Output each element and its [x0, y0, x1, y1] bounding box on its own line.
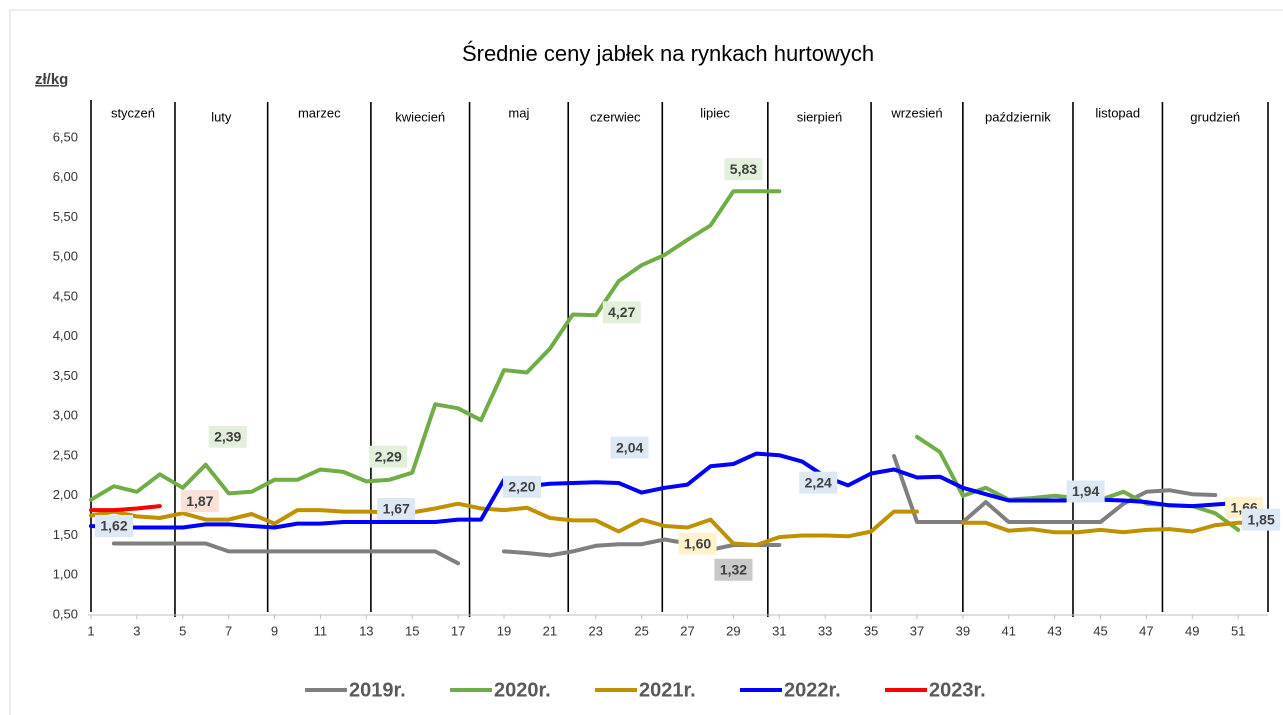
x-tick-label: 11 — [314, 623, 328, 638]
y-tick-label: 5,00 — [53, 249, 78, 264]
data-label-box — [1066, 480, 1105, 503]
data-label: 2,04 — [616, 439, 643, 455]
data-label: 2,39 — [214, 428, 241, 444]
y-tick-label: 3,50 — [53, 368, 78, 383]
data-label: 2,20 — [508, 479, 535, 495]
month-label: listopad — [1095, 105, 1140, 120]
month-label: sierpień — [797, 109, 843, 124]
month-label: marzec — [298, 105, 341, 120]
data-label-box — [714, 558, 753, 581]
month-label: kwiecień — [395, 109, 445, 124]
data-label-box — [678, 532, 717, 555]
y-tick-label: 5,50 — [53, 209, 78, 224]
x-tick-label: 17 — [451, 623, 465, 638]
x-tick-label: 25 — [634, 623, 648, 638]
series-line — [89, 504, 162, 513]
series-line — [89, 501, 1264, 547]
month-label: maj — [508, 105, 529, 120]
month-label: październik — [985, 109, 1051, 124]
chart-frame — [9, 9, 1283, 715]
legend-label: 2021r. — [639, 679, 696, 701]
data-label: 1,87 — [186, 493, 213, 509]
y-tick-label: 2,50 — [53, 447, 78, 462]
y-tick-label: 3,00 — [53, 408, 78, 423]
x-tick-label: 41 — [1002, 623, 1016, 638]
data-label: 2,24 — [805, 474, 832, 490]
data-label-box — [502, 475, 541, 498]
data-label: 2,29 — [375, 448, 402, 464]
x-tick-label: 33 — [818, 623, 832, 638]
x-tick-label: 35 — [864, 623, 878, 638]
month-label: lipiec — [700, 105, 730, 120]
data-label-box — [208, 425, 247, 448]
data-label-box — [180, 490, 219, 513]
data-label-box — [610, 436, 649, 459]
x-tick-label: 7 — [225, 623, 232, 638]
data-label-box — [369, 445, 408, 468]
x-tick-label: 27 — [680, 623, 694, 638]
data-label: 1,60 — [684, 535, 711, 551]
y-axis-label: zł/kg — [35, 71, 68, 88]
x-tick-label: 43 — [1047, 623, 1061, 638]
data-label: 5,83 — [730, 161, 757, 177]
data-label: 1,62 — [100, 518, 127, 534]
data-label: 4,27 — [608, 304, 635, 320]
x-tick-label: 15 — [405, 623, 419, 638]
x-tick-label: 49 — [1185, 623, 1199, 638]
data-label-box — [799, 471, 838, 494]
data-label-box — [95, 514, 133, 537]
month-label: wrzesień — [890, 105, 942, 120]
x-tick-label: 9 — [271, 623, 278, 638]
y-tick-label: 6,00 — [53, 169, 78, 184]
legend-label: 2020r. — [494, 679, 551, 701]
data-label: 1,85 — [1247, 511, 1274, 527]
x-tick-label: 5 — [179, 623, 186, 638]
legend-label: 2022r. — [784, 679, 841, 701]
data-label-box — [724, 158, 763, 181]
data-label-box — [377, 497, 416, 520]
month-label: czerwiec — [590, 109, 641, 124]
data-label: 1,32 — [720, 562, 747, 578]
x-tick-label: 13 — [359, 623, 373, 638]
x-tick-label: 21 — [543, 623, 557, 638]
y-tick-label: 0,50 — [53, 606, 78, 621]
y-tick-label: 1,00 — [53, 567, 78, 582]
x-tick-label: 1 — [87, 623, 94, 638]
data-label-box — [602, 301, 641, 324]
x-tick-label: 3 — [133, 623, 140, 638]
month-label: luty — [211, 109, 232, 124]
x-tick-label: 23 — [589, 623, 603, 638]
y-tick-label: 1,50 — [53, 527, 78, 542]
data-label-box — [1242, 508, 1281, 531]
x-tick-label: 31 — [772, 623, 786, 638]
series-line — [89, 451, 1264, 530]
data-label: 1,94 — [1072, 483, 1099, 499]
x-tick-label: 19 — [497, 623, 511, 638]
y-tick-label: 6,50 — [53, 129, 78, 144]
month-label: grudzień — [1190, 109, 1240, 124]
x-tick-label: 29 — [726, 623, 740, 638]
x-tick-label: 47 — [1139, 623, 1153, 638]
data-label: 1,67 — [383, 501, 410, 517]
month-label: styczeń — [111, 105, 155, 120]
y-tick-label: 4,00 — [53, 328, 78, 343]
y-tick-label: 4,50 — [53, 288, 78, 303]
x-tick-label: 45 — [1093, 623, 1107, 638]
y-tick-label: 2,00 — [53, 487, 78, 502]
legend-label: 2023r. — [929, 679, 986, 701]
chart-title: Średnie ceny jabłek na rynkach hurtowych — [462, 41, 874, 66]
x-tick-label: 39 — [956, 623, 970, 638]
x-tick-label: 37 — [910, 623, 924, 638]
legend-label: 2019r. — [349, 679, 406, 701]
x-tick-label: 51 — [1231, 623, 1245, 638]
